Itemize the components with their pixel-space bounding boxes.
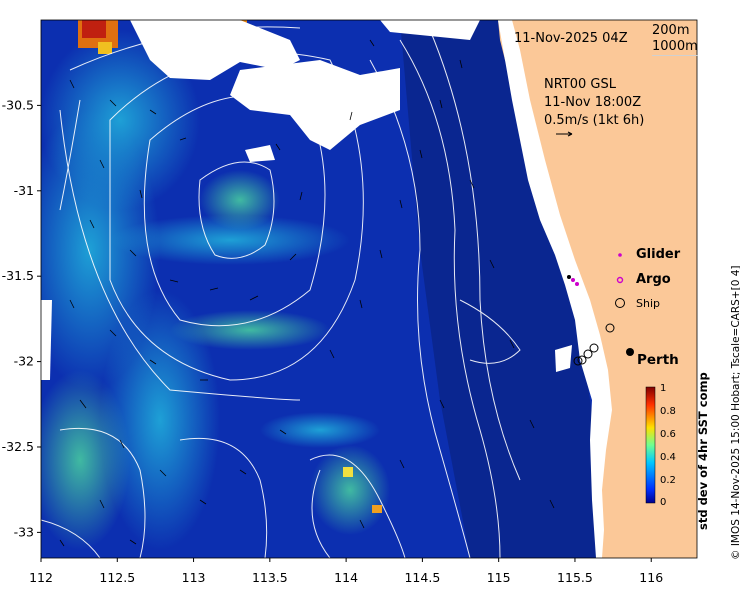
ssh-contours <box>41 26 521 558</box>
product-time: 11-Nov 18:00Z <box>544 95 642 110</box>
glider-track <box>575 282 579 286</box>
island-rottnest <box>555 345 572 372</box>
sst-high-patch <box>82 20 106 38</box>
shelf-band <box>400 20 610 558</box>
glider-legend-symbol <box>618 253 622 257</box>
legend-ship-label: Ship <box>636 297 660 310</box>
colorbar-tick: 0 <box>660 497 667 508</box>
ship-marker <box>583 349 593 359</box>
sst-patch <box>41 30 200 210</box>
ship-marker <box>589 343 599 353</box>
sst-patch <box>110 215 350 265</box>
cloud-mask <box>130 20 300 80</box>
coast-nodata <box>498 20 612 558</box>
perth-marker <box>626 348 634 356</box>
sst-patch <box>310 445 390 535</box>
isobath-legend: 200m 1000m <box>652 23 698 56</box>
sst-patch <box>260 412 380 448</box>
colorbar-tick: 0.2 <box>660 475 676 486</box>
legend-glider-label: Glider <box>636 247 681 262</box>
sst-high-patch <box>372 505 382 513</box>
ship-marker <box>605 323 615 333</box>
sst-high-patch <box>98 42 112 54</box>
x-tick-label: 116 <box>639 570 663 585</box>
x-tick-label: 113 <box>182 570 206 585</box>
city-label-perth: Perth <box>637 352 679 368</box>
y-tick-label: -30.5 <box>2 97 34 112</box>
x-tick-label: 113.5 <box>252 570 288 585</box>
x-tick-label: 115.5 <box>557 570 593 585</box>
colorbar-tick: 0.4 <box>660 452 676 463</box>
legend-argo-label: Argo <box>636 272 671 287</box>
isobath-200m-label: 200m <box>652 23 690 38</box>
x-tick-label: 114.5 <box>404 570 440 585</box>
glider-position <box>567 275 571 279</box>
colorbar-label: std dev of 4hr SST comp <box>696 372 710 530</box>
colorbar-tick: 0.8 <box>660 406 676 417</box>
x-tick-label: 114 <box>334 570 358 585</box>
y-tick-label: -33 <box>14 524 34 539</box>
colorbar <box>645 386 656 504</box>
x-tick-label: 112.5 <box>99 570 135 585</box>
x-tick-label: 112 <box>29 570 53 585</box>
vector-scale-label: 0.5m/s (1kt 6h) <box>544 113 645 128</box>
plot-frame <box>40 19 698 559</box>
glider-track <box>571 278 575 282</box>
cloud-mask <box>41 300 52 380</box>
x-axis-ticks: 112 112.5 113 113.5 114 114.5 115 115.5 116 <box>29 558 663 585</box>
sst-patch <box>100 290 220 550</box>
y-tick-label: -32.5 <box>2 439 34 454</box>
product-info: NRT00 GSL 11-Nov 18:00Z 0.5m/s (1kt 6h) <box>544 76 644 130</box>
sst-patch <box>170 310 330 350</box>
map-date: 11-Nov-2025 04Z <box>514 31 628 46</box>
colorbar-tick: 0.6 <box>660 429 676 440</box>
scale-vector-head <box>567 131 573 137</box>
sst-patch <box>41 370 130 550</box>
platform-markers <box>567 275 634 366</box>
sst-high-patch <box>343 467 353 477</box>
cloud-mask <box>230 60 400 150</box>
y-tick-label: -31.5 <box>2 268 34 283</box>
current-vectors <box>59 39 555 547</box>
ship-marker <box>573 356 583 366</box>
y-tick-label: -31 <box>14 183 34 198</box>
colorbar-tick: 1 <box>660 383 667 394</box>
argo-legend-symbol <box>616 276 624 284</box>
product-name: NRT00 GSL <box>544 77 616 92</box>
y-axis-ticks: -30.5 -31 -31.5 -32 -32.5 -33 <box>2 97 41 539</box>
credit-line: © IMOS 14-Nov-2025 15:00 Hobart; Tscale=… <box>730 265 740 561</box>
isobath-1000m-label: 1000m <box>652 39 698 56</box>
ship-marker <box>577 355 587 365</box>
sst-patch <box>200 170 280 230</box>
cloud-mask <box>245 145 275 162</box>
y-tick-label: -32 <box>14 354 34 369</box>
ship-legend-symbol <box>615 298 625 308</box>
x-tick-label: 115 <box>487 570 511 585</box>
